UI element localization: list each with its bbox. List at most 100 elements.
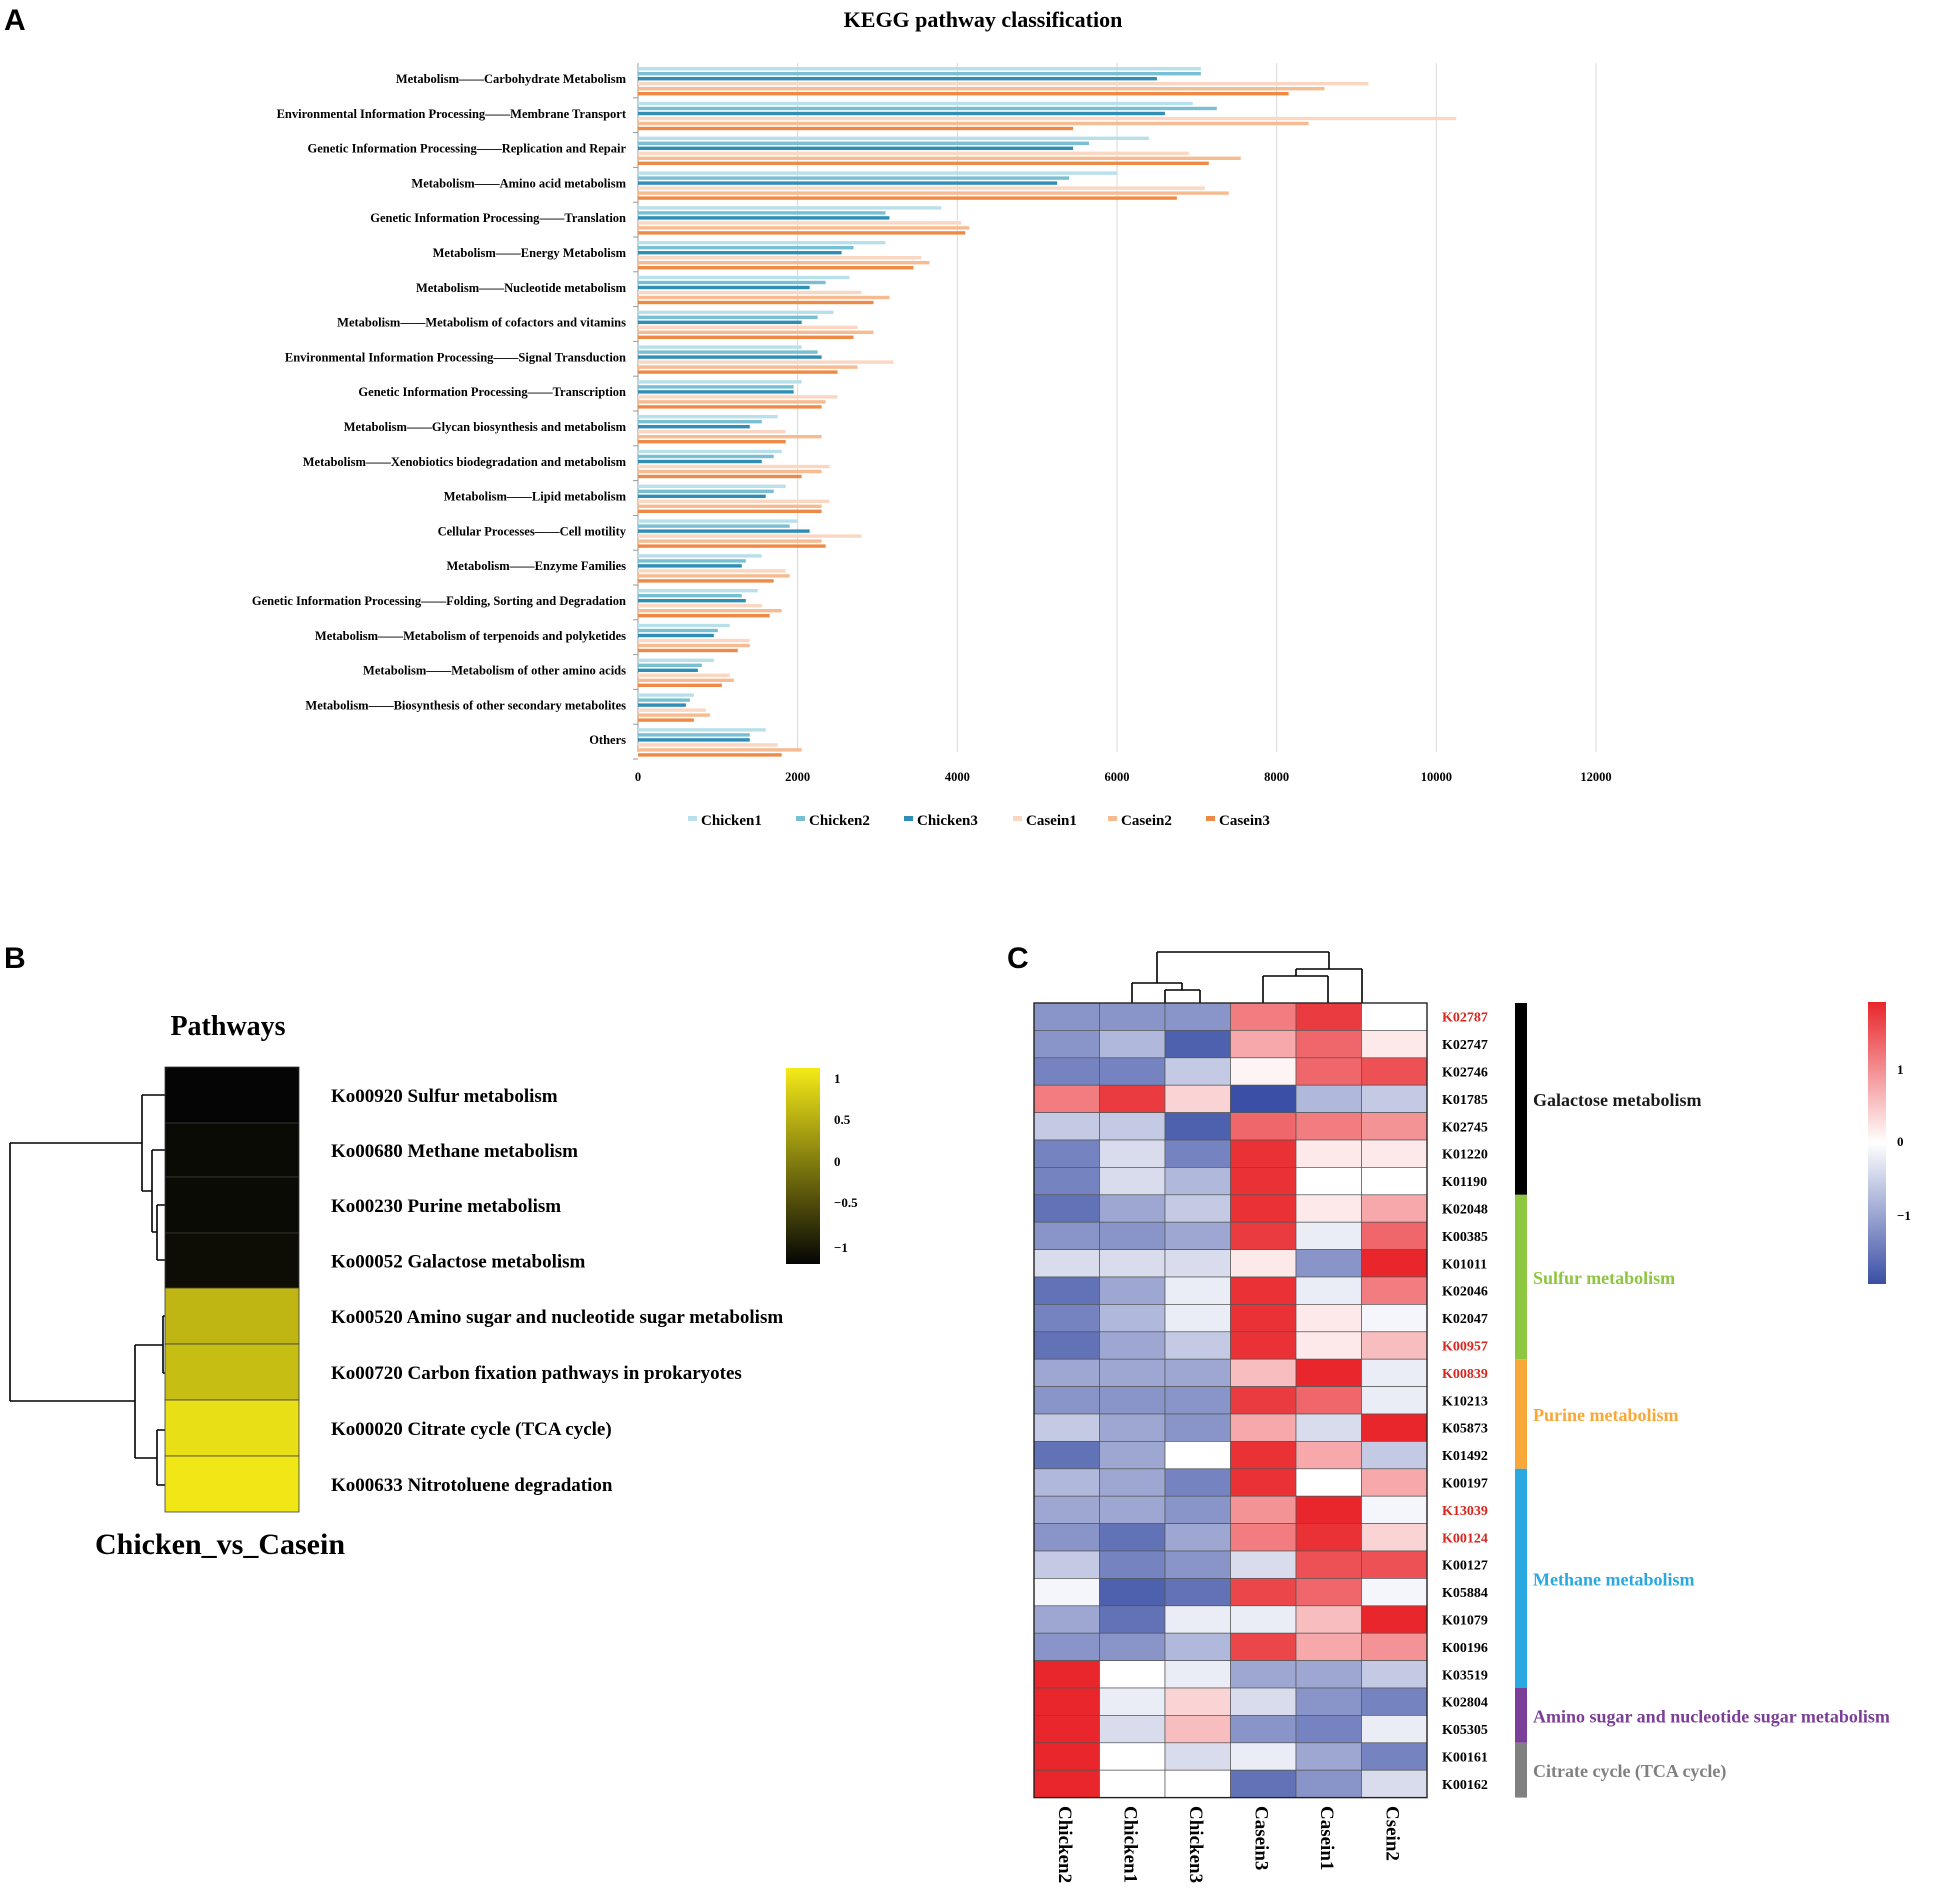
heatmap-cell <box>1230 1769 1297 1798</box>
ko-label-k01190: K01190 <box>1442 1175 1487 1190</box>
heatmap-cell <box>1164 1523 1231 1552</box>
bar-chicken2-14 <box>638 559 746 563</box>
a-legend: Chicken1 Chicken2 Chicken3 Casein1 Casein2 Ca… <box>688 813 1270 829</box>
b-dendrogram <box>9 1094 165 1486</box>
heatmap-cell <box>1099 1715 1166 1744</box>
heatmap-cell <box>1033 1523 1100 1552</box>
bar-chicken2-8 <box>638 350 818 354</box>
bar-chicken1-1 <box>638 101 1193 106</box>
bar-chicken3-19 <box>638 738 750 742</box>
heatmap-cell <box>1033 1002 1100 1031</box>
heatmap-cell <box>1361 1030 1428 1059</box>
bar-chicken1-4 <box>638 206 942 210</box>
ko-label-k00196: K00196 <box>1442 1641 1488 1656</box>
legend-label-casein1: Casein1 <box>1026 813 1077 829</box>
ko-label-k00124: K00124 <box>1442 1531 1488 1546</box>
ko-label-k13039: K13039 <box>1442 1504 1488 1519</box>
heatmap-cell <box>1361 1249 1428 1278</box>
heatmap-cell <box>1099 1194 1166 1223</box>
heatmap-cell <box>1099 1687 1166 1716</box>
heatmap-cell <box>1164 1030 1231 1059</box>
bar-chicken2-16 <box>638 628 718 633</box>
bar-chicken1-17 <box>638 658 714 662</box>
panel-c-ko-heatmap: K02787 K02747 K02746 K01785 K02745 K01220 K011… <box>1033 951 1911 1883</box>
x-tick-label: 0 <box>635 770 641 784</box>
heatmap-cell <box>1164 1632 1231 1661</box>
heatmap-cell <box>1099 1331 1166 1360</box>
heatmap-cell <box>1230 1687 1297 1716</box>
heatmap-cell <box>1361 1304 1428 1333</box>
bar-casein3-16 <box>638 648 738 653</box>
heatmap-cell <box>1164 1605 1231 1634</box>
bar-chicken1-5 <box>638 241 886 245</box>
bar-casein2-17 <box>638 678 734 682</box>
heatmap-cell <box>1361 1605 1428 1634</box>
legend-swatch-chicken2 <box>796 816 805 821</box>
heatmap-cell <box>1164 1139 1231 1168</box>
heatmap-cell <box>1295 1002 1362 1031</box>
sample-label-chicken1: Chicken1 <box>1119 1806 1140 1883</box>
bar-chicken3-13 <box>638 529 810 533</box>
heatmap-cell <box>1361 1276 1428 1305</box>
heatmap-cell <box>1099 1413 1166 1442</box>
heatmap-cell <box>1033 1468 1100 1497</box>
bar-chicken1-19 <box>638 728 766 732</box>
pathway-cell-5 <box>164 1343 300 1401</box>
heatmap-cell <box>1099 1358 1166 1387</box>
bar-casein2-18 <box>638 713 710 717</box>
heatmap-cell <box>1295 1715 1362 1744</box>
bar-casein2-3 <box>638 191 1229 195</box>
group-label-purine-metabolism: Purine metabolism <box>1533 1405 1679 1425</box>
bar-chicken1-15 <box>638 589 758 593</box>
category-label: Metabolism——Amino acid metabolism <box>411 176 626 190</box>
ko-label-k02747: K02747 <box>1442 1038 1488 1053</box>
bar-casein3-0 <box>638 92 1289 96</box>
heatmap-cell <box>1033 1249 1100 1278</box>
b-dendrogram-branches <box>9 1094 165 1486</box>
c-column-dendrogram <box>1131 951 1363 1003</box>
group-label-galactose-metabolism: Galactose metabolism <box>1533 1090 1701 1110</box>
heatmap-cell <box>1033 1605 1100 1634</box>
heatmap-cell <box>1361 1057 1428 1086</box>
group-label-citrate-cycle-tca-cycle: Citrate cycle (TCA cycle) <box>1533 1761 1726 1782</box>
bar-casein3-8 <box>638 370 838 374</box>
category-label: Metabolism——Energy Metabolism <box>433 246 627 260</box>
heatmap-cell <box>1099 1139 1166 1168</box>
heatmap-cell <box>1361 1358 1428 1387</box>
bar-casein3-2 <box>638 161 1209 165</box>
ko-label-k05884: K05884 <box>1442 1586 1488 1601</box>
legend-label-casein2: Casein2 <box>1121 813 1172 829</box>
bar-chicken3-18 <box>638 703 686 707</box>
bar-chicken2-7 <box>638 315 818 319</box>
bar-chicken1-18 <box>638 693 694 697</box>
heatmap-cell <box>1295 1249 1362 1278</box>
bar-chicken1-7 <box>638 310 834 314</box>
a-x-tick-labels: 0 2000 4000 6000 8000 10000 12000 <box>635 770 1612 784</box>
group-bar-citrate-cycle-tca-cycle <box>1515 1742 1527 1798</box>
c-column-labels: Chicken2 Chicken1 Chicken3 Casein3 Casein1 Cs… <box>1054 1806 1403 1883</box>
category-label: Metabolism——Glycan biosynthesis and meta… <box>344 420 627 434</box>
heatmap-cell <box>1033 1495 1100 1524</box>
heatmap-cell <box>1361 1413 1428 1442</box>
bar-casein2-15 <box>638 609 782 613</box>
x-tick-label: 4000 <box>945 770 970 784</box>
bar-chicken3-5 <box>638 251 842 255</box>
bar-casein1-14 <box>638 569 786 573</box>
bar-chicken1-13 <box>638 519 798 523</box>
heatmap-cell <box>1164 1687 1231 1716</box>
heatmap-cell <box>1295 1276 1362 1305</box>
heatmap-cell <box>1099 1057 1166 1086</box>
heatmap-cell <box>1164 1304 1231 1333</box>
heatmap-cell <box>1033 1139 1100 1168</box>
bar-casein1-10 <box>638 430 786 434</box>
bar-chicken2-17 <box>638 663 702 667</box>
ko-label-k02787: K02787 <box>1442 1011 1488 1026</box>
pathway-cell-6 <box>164 1399 300 1457</box>
heatmap-cell <box>1033 1221 1100 1250</box>
bar-casein1-12 <box>638 499 830 503</box>
bar-casein1-6 <box>638 290 862 295</box>
pathway-label: Ko00720 Carbon fixation pathways in prok… <box>331 1363 742 1384</box>
sample-label-chicken3: Chicken3 <box>1185 1806 1206 1883</box>
heatmap-cell <box>1295 1221 1362 1250</box>
